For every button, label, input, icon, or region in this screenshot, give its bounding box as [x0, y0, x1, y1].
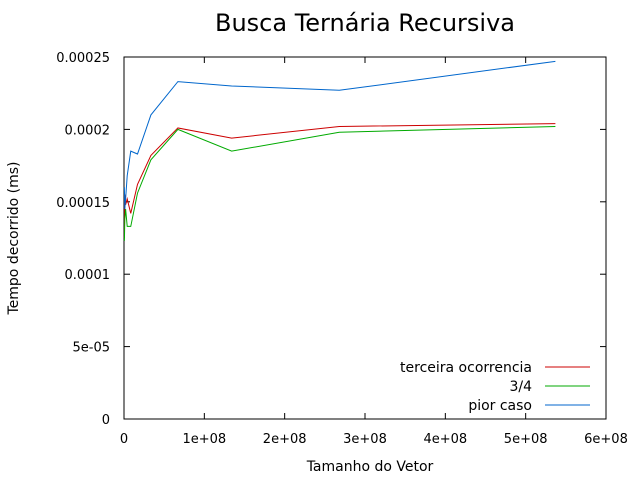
x-tick-label: 1e+08 [182, 432, 226, 447]
plot-frame [123, 56, 607, 420]
series-line-1 [123, 123, 556, 239]
legend: terceira ocorrencia 3/4 pior caso [400, 360, 590, 414]
y-tick-label: 0.00015 [56, 196, 110, 211]
series-line-2 [123, 126, 556, 241]
x-axis-label: Tamanho do Vetor [306, 459, 434, 475]
x-tick-label: 6e+08 [584, 432, 628, 447]
series-line-3 [123, 60, 556, 210]
chart-title: Busca Ternária Recursiva [215, 9, 515, 37]
y-axis-label: Tempo decorrido (ms) [6, 161, 22, 315]
x-tick-label: 0 [120, 432, 128, 447]
legend-label: terceira ocorrencia [400, 360, 532, 376]
y-tick-label: 0.0002 [65, 123, 111, 138]
y-tick-label: 0.00025 [56, 51, 110, 66]
x-tick-label: 2e+08 [263, 432, 307, 447]
plot-area: 0 1e+08 2e+08 3e+08 4e+08 5e+08 6e+08 0 5e-05 0.0… [56, 51, 628, 447]
x-tick-label: 5e+08 [504, 432, 548, 447]
x-tick-label: 3e+08 [343, 432, 387, 447]
y-tick-label: 5e-05 [72, 341, 110, 356]
legend-label: pior caso [468, 398, 532, 414]
y-tick-label: 0 [102, 413, 110, 428]
x-tick-label: 4e+08 [423, 432, 467, 447]
y-tick-label: 0.0001 [65, 268, 111, 283]
legend-label: 3/4 [509, 379, 532, 395]
